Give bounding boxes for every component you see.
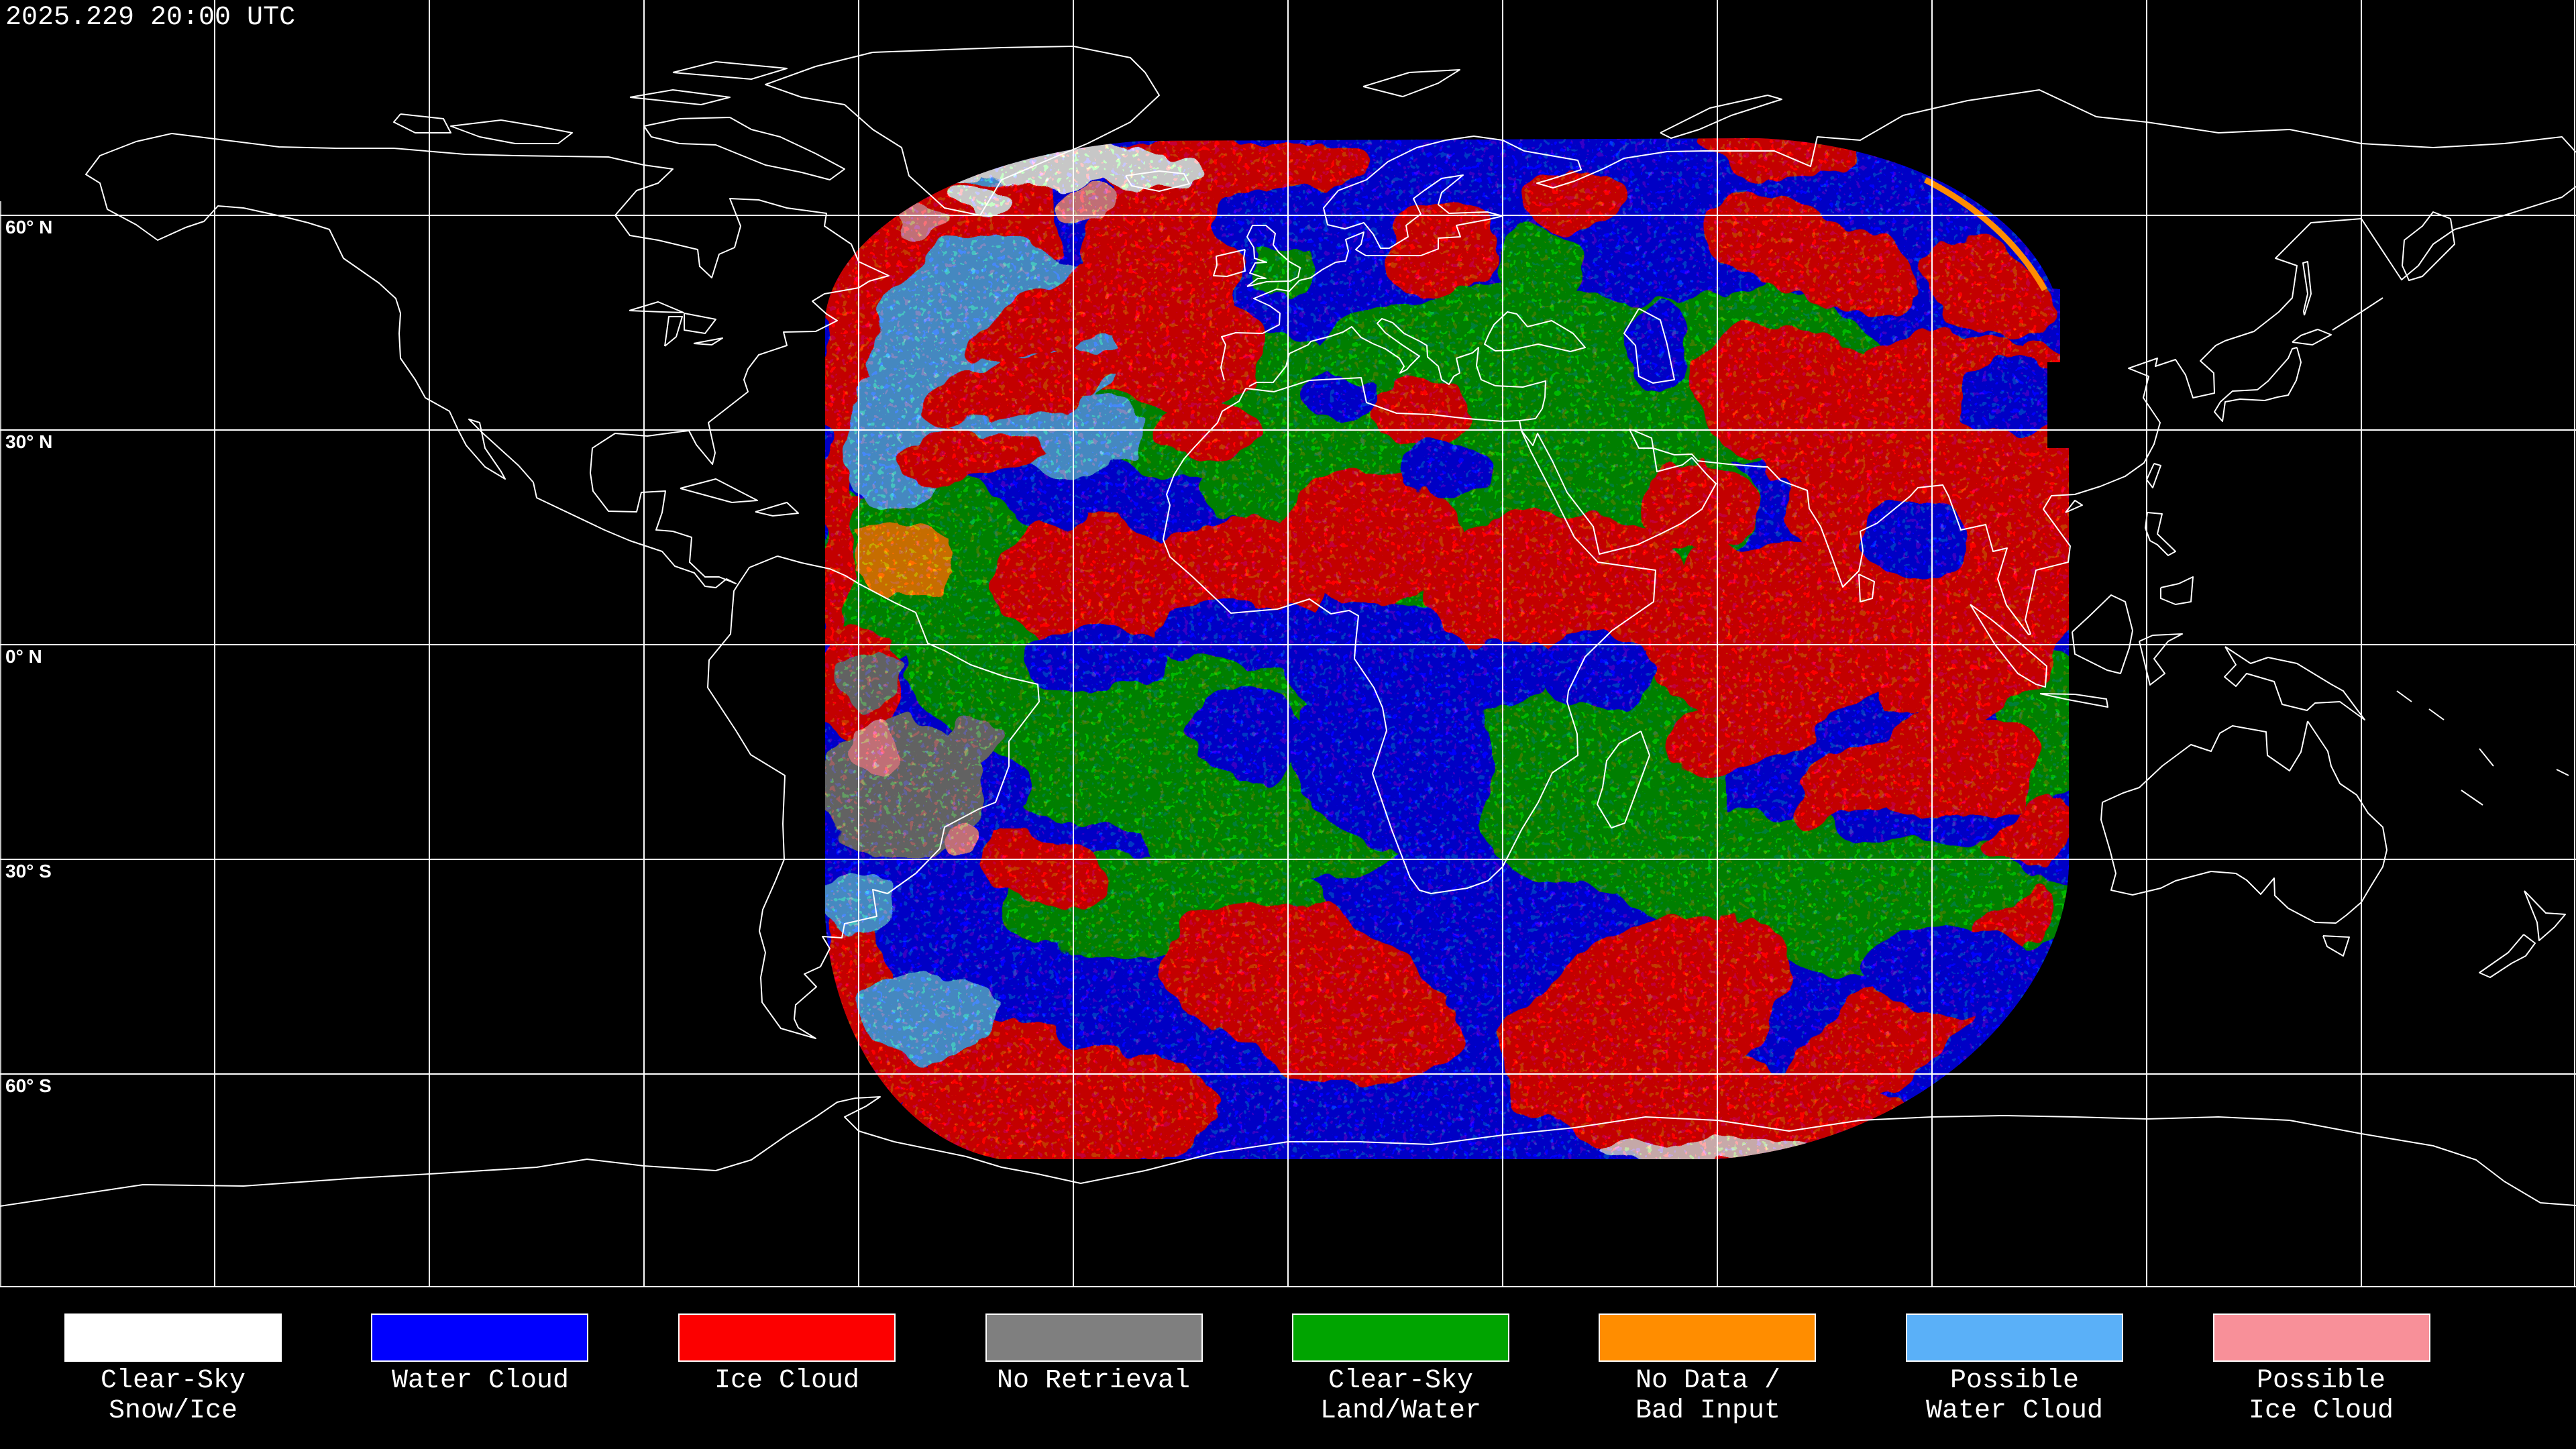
svg-text:Ice Cloud: Ice Cloud <box>2249 1396 2394 1426</box>
svg-text:30° S: 30° S <box>5 861 52 881</box>
svg-text:60° N: 60° N <box>5 217 52 237</box>
svg-text:Bad Input: Bad Input <box>1635 1396 1780 1426</box>
svg-text:No Data /: No Data / <box>1635 1366 1780 1396</box>
svg-text:Clear-Sky: Clear-Sky <box>101 1366 246 1396</box>
svg-text:Ice Cloud: Ice Cloud <box>714 1366 859 1396</box>
svg-text:0° N: 0° N <box>5 646 42 667</box>
svg-text:Possible: Possible <box>2257 1366 2385 1396</box>
svg-text:Snow/Ice: Snow/Ice <box>109 1396 237 1426</box>
svg-text:Possible: Possible <box>1950 1366 2079 1396</box>
svg-text:Water Cloud: Water Cloud <box>1926 1396 2103 1426</box>
svg-text:60° S: 60° S <box>5 1075 52 1096</box>
svg-text:No Retrieval: No Retrieval <box>997 1366 1190 1396</box>
svg-text:Land/Water: Land/Water <box>1320 1396 1481 1426</box>
svg-text:30° N: 30° N <box>5 431 52 452</box>
svg-text:Water Cloud: Water Cloud <box>392 1366 569 1396</box>
svg-text:Clear-Sky: Clear-Sky <box>1328 1366 1473 1396</box>
svg-text:2025.229 20:00 UTC: 2025.229 20:00 UTC <box>5 3 295 33</box>
